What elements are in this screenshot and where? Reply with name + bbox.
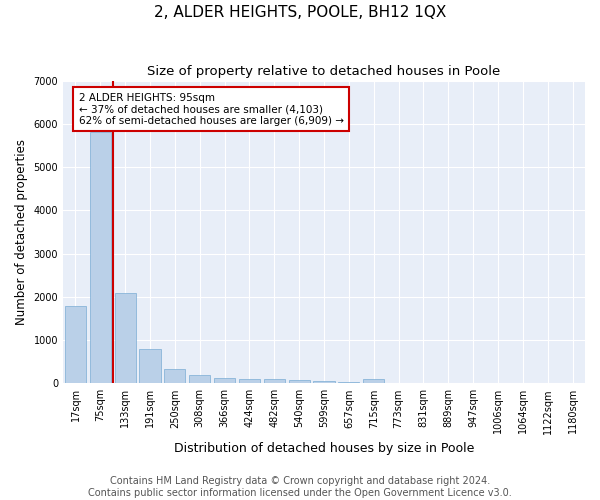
Bar [90,132,111,384]
Text: 2, ALDER HEIGHTS, POOLE, BH12 1QX: 2, ALDER HEIGHTS, POOLE, BH12 1QX [154,5,446,20]
Text: 2 ALDER HEIGHTS: 95sqm
← 37% of detached houses are smaller (4,103)
62% of semi-: 2 ALDER HEIGHTS: 95sqm ← 37% of detached… [79,92,344,126]
Bar [115,294,136,384]
Text: Contains HM Land Registry data © Crown copyright and database right 2024.
Contai: Contains HM Land Registry data © Crown c… [88,476,512,498]
Bar [65,306,86,384]
X-axis label: Distribution of detached houses by size in Poole: Distribution of detached houses by size … [174,442,474,455]
Bar [289,380,310,384]
Bar [363,380,384,384]
Bar [139,348,161,384]
Bar [239,379,260,384]
Bar [164,368,185,384]
Bar [313,381,335,384]
Bar [338,382,359,384]
Bar [214,378,235,384]
Bar [264,380,285,384]
Title: Size of property relative to detached houses in Poole: Size of property relative to detached ho… [148,65,500,78]
Y-axis label: Number of detached properties: Number of detached properties [15,139,28,325]
Bar [189,375,211,384]
